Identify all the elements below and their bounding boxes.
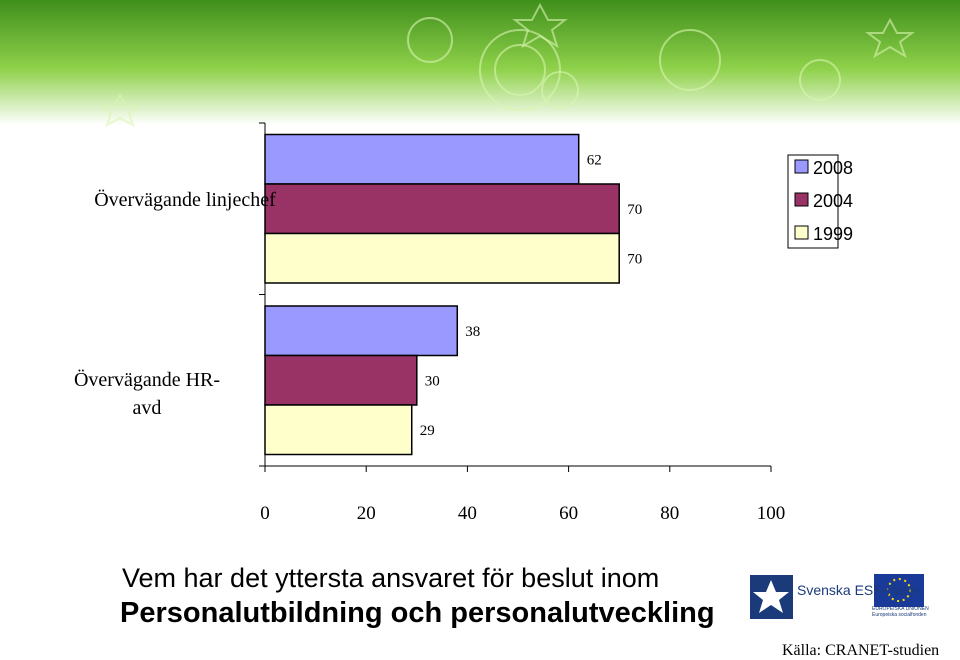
- bar: [264, 305, 459, 357]
- value-label: 70: [627, 251, 642, 267]
- bar: [264, 232, 620, 284]
- value-label: 70: [627, 202, 642, 218]
- x-tick-label: 80: [660, 503, 679, 524]
- source: Källa: CRANET-studien: [782, 642, 940, 659]
- subtitle: Personalutbildning och personalutvecklin…: [120, 597, 715, 629]
- value-label: 62: [587, 152, 602, 168]
- esf-logo-text: Svenska ESF-rådet: [797, 582, 919, 598]
- esf-star: [753, 580, 789, 613]
- x-tick-label: 20: [357, 503, 376, 524]
- legend-label: 1999: [813, 224, 853, 244]
- eu-stars: [887, 578, 911, 602]
- legend-label: 2008: [813, 158, 853, 178]
- eu-logo-text: EUROPEISKA UNIONEN Europeiska socialfond…: [872, 606, 929, 618]
- x-tick-label: 60: [559, 503, 578, 524]
- title: Vem har det yttersta ansvaret för beslut…: [122, 563, 660, 593]
- value-label: 30: [425, 373, 440, 389]
- legend-swatch: [794, 159, 809, 174]
- category-label: Övervägande HR-avd: [73, 369, 221, 419]
- x-tick-label: 100: [757, 503, 786, 524]
- legend-swatch: [794, 225, 809, 240]
- bar: [264, 354, 418, 406]
- x-tick-label: 0: [260, 503, 270, 524]
- bar: [264, 133, 580, 185]
- x-tick-label: 40: [458, 503, 477, 524]
- banner-decoration: [97, 2, 915, 128]
- value-label: 38: [465, 324, 480, 340]
- value-label: 29: [420, 423, 435, 439]
- legend-swatch: [794, 192, 809, 207]
- category-label: Övervägande linjechef: [94, 189, 276, 211]
- bar: [264, 404, 413, 456]
- legend-label: 2004: [813, 191, 853, 211]
- bar: [264, 183, 620, 235]
